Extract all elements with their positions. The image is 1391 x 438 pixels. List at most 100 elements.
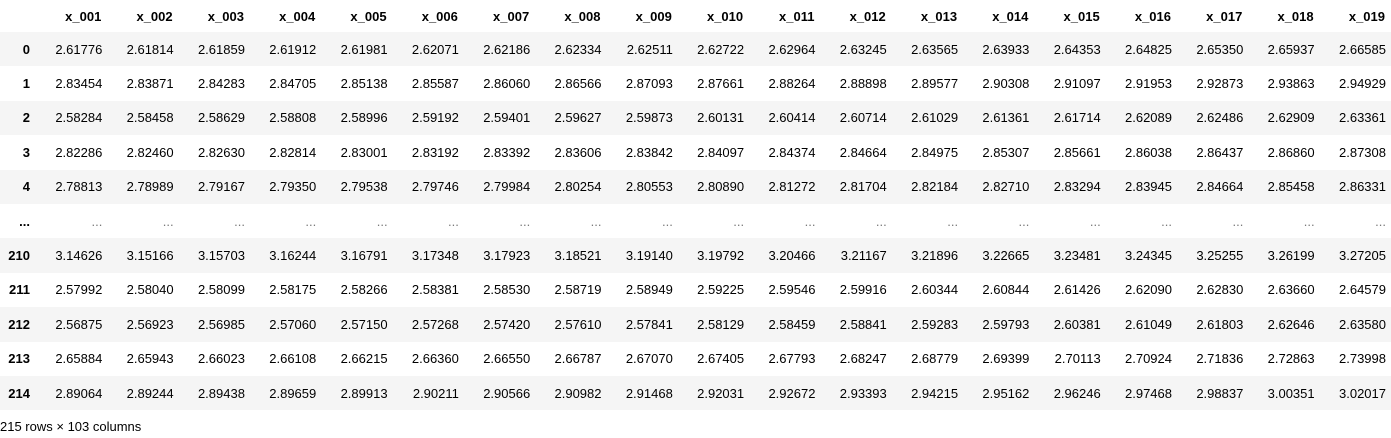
- table-cell: 2.58129: [697, 316, 745, 332]
- column-header: x_017: [1206, 8, 1243, 24]
- table-cell: 2.70113: [1054, 351, 1101, 367]
- table-cell: 2.84664: [839, 144, 887, 160]
- table-cell: 2.94929: [1339, 76, 1386, 92]
- row-index: 0: [22, 41, 30, 57]
- table-cell: 2.66360: [411, 351, 459, 367]
- table-cell: 2.56875: [55, 316, 103, 332]
- table-cell: 2.63933: [982, 41, 1030, 57]
- table-cell: 2.60344: [911, 282, 959, 298]
- table-cell: 2.85587: [411, 76, 459, 92]
- table-cell: 2.66108: [269, 351, 317, 367]
- table-cell: 2.68247: [839, 351, 887, 367]
- table-cell: 2.62511: [626, 41, 673, 57]
- table-cell: 2.85661: [1053, 144, 1101, 160]
- table-cell: 2.64353: [1053, 41, 1101, 57]
- row-index: 212: [8, 316, 30, 332]
- header-row: x_001 x_002 x_003 x_004 x_005 x_006 x_007 x_008…: [0, 0, 1391, 32]
- table-cell: 2.98837: [1196, 385, 1244, 401]
- table-row: 212 2.56875 2.56923 2.56985 2.57060 2.57150 2.…: [0, 307, 1391, 342]
- column-header: x_002: [136, 8, 173, 24]
- table-cell: 2.61803: [1196, 316, 1244, 332]
- table-cell: 2.57420: [483, 316, 531, 332]
- table-cell: 2.66550: [483, 351, 531, 367]
- table-row: 0 2.61776 2.61814 2.61859 2.61912 2.61981 2.62…: [0, 32, 1391, 67]
- table-cell: 2.63565: [911, 41, 959, 57]
- table-cell: 2.86437: [1196, 144, 1244, 160]
- table-header: x_001 x_002 x_003 x_004 x_005 x_006 x_007 x_008…: [0, 0, 1391, 32]
- table-cell: 2.86038: [1125, 144, 1172, 160]
- table-cell: 2.86860: [1267, 144, 1315, 160]
- table-cell: 3.21167: [840, 248, 887, 264]
- table-cell: 2.84975: [911, 144, 959, 160]
- table-cell: 2.59192: [411, 110, 459, 126]
- ellipsis-cell: ...: [1161, 213, 1172, 229]
- table-cell: 2.62186: [483, 41, 531, 57]
- table-cell: 2.85307: [982, 144, 1030, 160]
- table-cell: 2.89913: [340, 385, 388, 401]
- column-header: x_001: [65, 8, 102, 24]
- table-cell: 2.97468: [1125, 385, 1172, 401]
- table-cell: 2.92672: [768, 385, 816, 401]
- table-cell: 2.58458: [126, 110, 174, 126]
- ellipsis-cell: ...: [590, 213, 602, 229]
- table-cell: 2.88264: [768, 76, 816, 92]
- ellipsis-cell: ...: [448, 213, 459, 229]
- ellipsis-cell: ...: [91, 213, 103, 229]
- column-header: x_013: [920, 8, 958, 24]
- table-cell: 2.86331: [1339, 179, 1386, 195]
- table-cell: 2.84664: [1196, 179, 1244, 195]
- table-cell: 2.63580: [1339, 316, 1386, 332]
- column-header: x_009: [635, 8, 672, 24]
- table-cell: 2.59916: [839, 282, 887, 298]
- ellipsis-cell: ...: [875, 213, 887, 229]
- table-cell: 2.61776: [55, 41, 103, 57]
- table-row: 211 2.57992 2.58040 2.58099 2.58175 2.58266 2.…: [0, 272, 1391, 308]
- table-cell: 2.80890: [697, 179, 745, 195]
- table-cell: 2.59546: [768, 282, 816, 298]
- table-cell: 2.65350: [1196, 41, 1244, 57]
- table-cell: 2.57841: [625, 316, 673, 332]
- column-header: x_008: [564, 8, 601, 24]
- table-cell: 2.58996: [340, 110, 388, 126]
- table-cell: 2.90211: [412, 385, 459, 401]
- table-cell: 3.20466: [768, 248, 816, 264]
- table-cell: 2.95162: [982, 385, 1030, 401]
- table-cell: 2.85458: [1267, 179, 1315, 195]
- table-cell: 2.60131: [697, 110, 745, 126]
- column-header: x_003: [207, 8, 244, 24]
- table-cell: 2.57268: [411, 316, 459, 332]
- table-cell: 3.15166: [126, 248, 174, 264]
- table-cell: 2.79984: [483, 179, 531, 195]
- table-cell: 2.86060: [483, 76, 531, 92]
- table-cell: 2.59627: [554, 110, 602, 126]
- table-cell: 2.62486: [1196, 110, 1244, 126]
- table-cell: 2.66787: [554, 351, 602, 367]
- table-cell: 2.61426: [1053, 282, 1101, 298]
- table-cell: 2.67405: [697, 351, 745, 367]
- table-cell: 2.57060: [269, 316, 317, 332]
- row-index: ...: [19, 213, 30, 229]
- table-cell: 2.56985: [197, 316, 245, 332]
- table-cell: 2.58629: [197, 110, 245, 126]
- ellipsis-cell: ...: [661, 213, 673, 229]
- row-index: 4: [22, 179, 30, 195]
- table-cell: 2.61814: [126, 41, 174, 57]
- table-cell: 2.80553: [625, 179, 673, 195]
- row-index: 214: [8, 385, 30, 401]
- table-cell: 2.67070: [625, 351, 673, 367]
- ellipsis-cell: ...: [1089, 213, 1101, 229]
- table-cell: 3.19792: [697, 248, 745, 264]
- table-cell: 2.62090: [1125, 282, 1172, 298]
- table-cell: 2.59401: [483, 110, 531, 126]
- table-cell: 2.89064: [55, 385, 103, 401]
- table-cell: 2.66215: [340, 351, 388, 367]
- table-cell: 2.58099: [197, 282, 245, 298]
- table-cell: 3.02017: [1339, 385, 1386, 401]
- table-cell: 2.64825: [1125, 41, 1172, 57]
- table-cell: 3.14626: [55, 248, 103, 264]
- ellipsis-cell: ...: [733, 213, 745, 229]
- table-cell: 3.00351: [1267, 385, 1315, 401]
- table-cell: 2.89577: [911, 76, 959, 92]
- table-cell: 2.82286: [55, 144, 103, 160]
- table-cell: 2.59873: [625, 110, 673, 126]
